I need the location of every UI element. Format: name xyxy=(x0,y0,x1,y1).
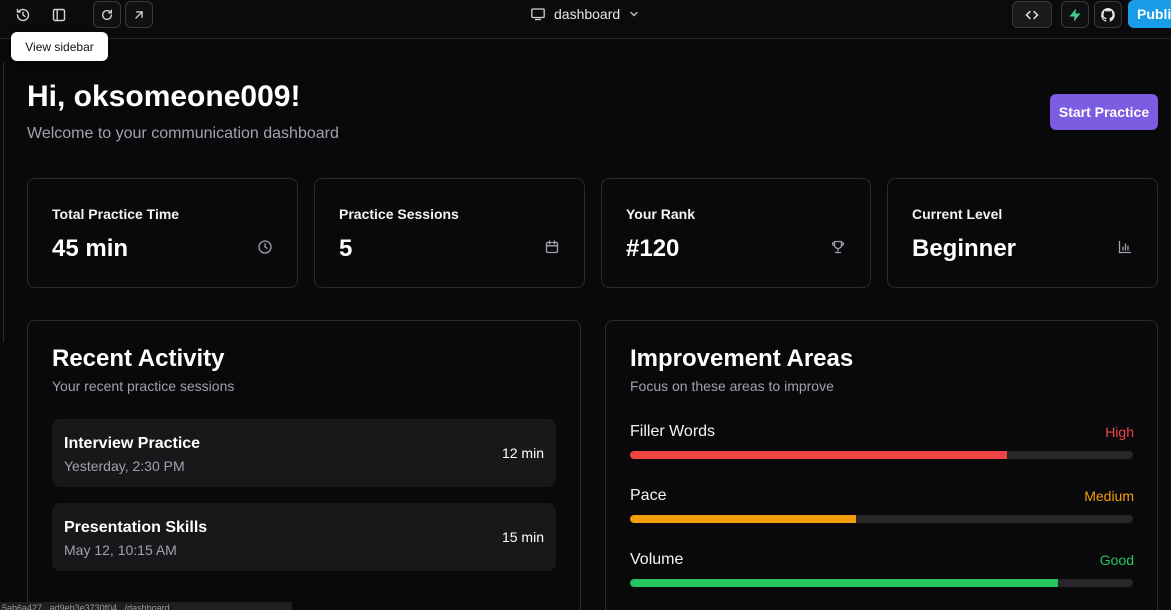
progress-track xyxy=(630,451,1133,459)
monitor-icon xyxy=(531,8,545,21)
sidebar-edge xyxy=(3,62,4,342)
stat-card-rank: Your Rank #120 xyxy=(601,178,871,288)
page-title: Hi, oksomeone009! xyxy=(27,80,301,113)
history-button[interactable] xyxy=(9,1,37,28)
stat-value: 5 xyxy=(339,235,353,262)
reload-icon xyxy=(101,9,113,20)
activity-item[interactable]: Interview Practice Yesterday, 2:30 PM 12… xyxy=(52,419,556,487)
progress-fill xyxy=(630,451,1008,459)
stat-label: Current Level xyxy=(912,206,1003,222)
status-bar-url: 5ab6a427...ad9eb3e3730f04.../dashboard xyxy=(0,602,292,610)
github-button[interactable] xyxy=(1094,1,1122,28)
page-selector[interactable]: dashboard xyxy=(530,4,640,24)
stat-value: Beginner xyxy=(912,235,1017,262)
code-icon xyxy=(1025,10,1039,19)
recent-activity-card: Recent Activity Your recent practice ses… xyxy=(27,320,581,610)
improvement-area-filler-words: Filler Words High xyxy=(630,423,1134,463)
recent-activity-title: Recent Activity xyxy=(52,345,225,372)
arrow-up-right-icon xyxy=(135,10,143,19)
calendar-icon xyxy=(545,240,559,254)
view-sidebar-button[interactable] xyxy=(45,1,73,28)
sidebar-icon xyxy=(52,8,66,21)
area-label: Filler Words xyxy=(630,423,716,440)
stat-card-sessions: Practice Sessions 5 xyxy=(314,178,585,288)
view-sidebar-tooltip: View sidebar xyxy=(11,32,108,61)
improvement-areas-subtitle: Focus on these areas to improve xyxy=(630,378,834,394)
clock-icon xyxy=(258,240,272,254)
area-label: Volume xyxy=(630,551,684,568)
area-status: Medium xyxy=(1084,488,1134,504)
stat-value: #120 xyxy=(626,235,680,262)
stat-card-practice-time: Total Practice Time 45 min xyxy=(27,178,298,288)
stat-label: Your Rank xyxy=(626,206,695,222)
start-practice-button[interactable]: Start Practice xyxy=(1050,94,1158,130)
open-external-button[interactable] xyxy=(125,1,153,28)
activity-name: Presentation Skills xyxy=(64,519,208,536)
improvement-areas-title: Improvement Areas xyxy=(630,345,854,372)
progress-track xyxy=(630,515,1133,523)
chevron-down-icon xyxy=(630,11,638,17)
github-icon xyxy=(1101,7,1115,22)
stat-label: Practice Sessions xyxy=(339,206,459,222)
improvement-areas-card: Improvement Areas Focus on these areas t… xyxy=(605,320,1158,610)
activity-duration: 15 min xyxy=(501,529,544,545)
area-status: High xyxy=(1105,424,1134,440)
reload-button[interactable] xyxy=(93,1,121,28)
activity-duration: 12 min xyxy=(501,445,544,461)
trophy-icon xyxy=(831,240,845,254)
activity-time: Yesterday, 2:30 PM xyxy=(64,458,185,474)
improvement-area-pace: Pace Medium xyxy=(630,487,1134,527)
activity-name: Interview Practice xyxy=(64,435,201,452)
top-toolbar: dashboard Publis xyxy=(0,0,1171,39)
improvement-area-volume: Volume Good xyxy=(630,551,1134,591)
page-selector-label: dashboard xyxy=(554,6,621,22)
history-icon xyxy=(16,8,30,21)
area-status: Good xyxy=(1099,552,1134,568)
area-label: Pace xyxy=(630,487,667,504)
stat-card-level: Current Level Beginner xyxy=(887,178,1158,288)
progress-fill xyxy=(630,515,857,523)
recent-activity-subtitle: Your recent practice sessions xyxy=(52,378,235,394)
progress-track xyxy=(630,579,1133,587)
code-button[interactable] xyxy=(1012,1,1052,28)
bar-chart-icon xyxy=(1118,240,1132,254)
progress-fill xyxy=(630,579,1058,587)
publish-button[interactable]: Publis xyxy=(1128,0,1171,28)
stat-value: 45 min xyxy=(52,235,129,262)
supabase-button[interactable] xyxy=(1061,1,1089,28)
page-subtitle: Welcome to your communication dashboard xyxy=(27,125,339,142)
supabase-icon xyxy=(1069,8,1081,21)
stat-label: Total Practice Time xyxy=(52,206,180,222)
activity-time: May 12, 10:15 AM xyxy=(64,542,177,558)
activity-item[interactable]: Presentation Skills May 12, 10:15 AM 15 … xyxy=(52,503,556,571)
